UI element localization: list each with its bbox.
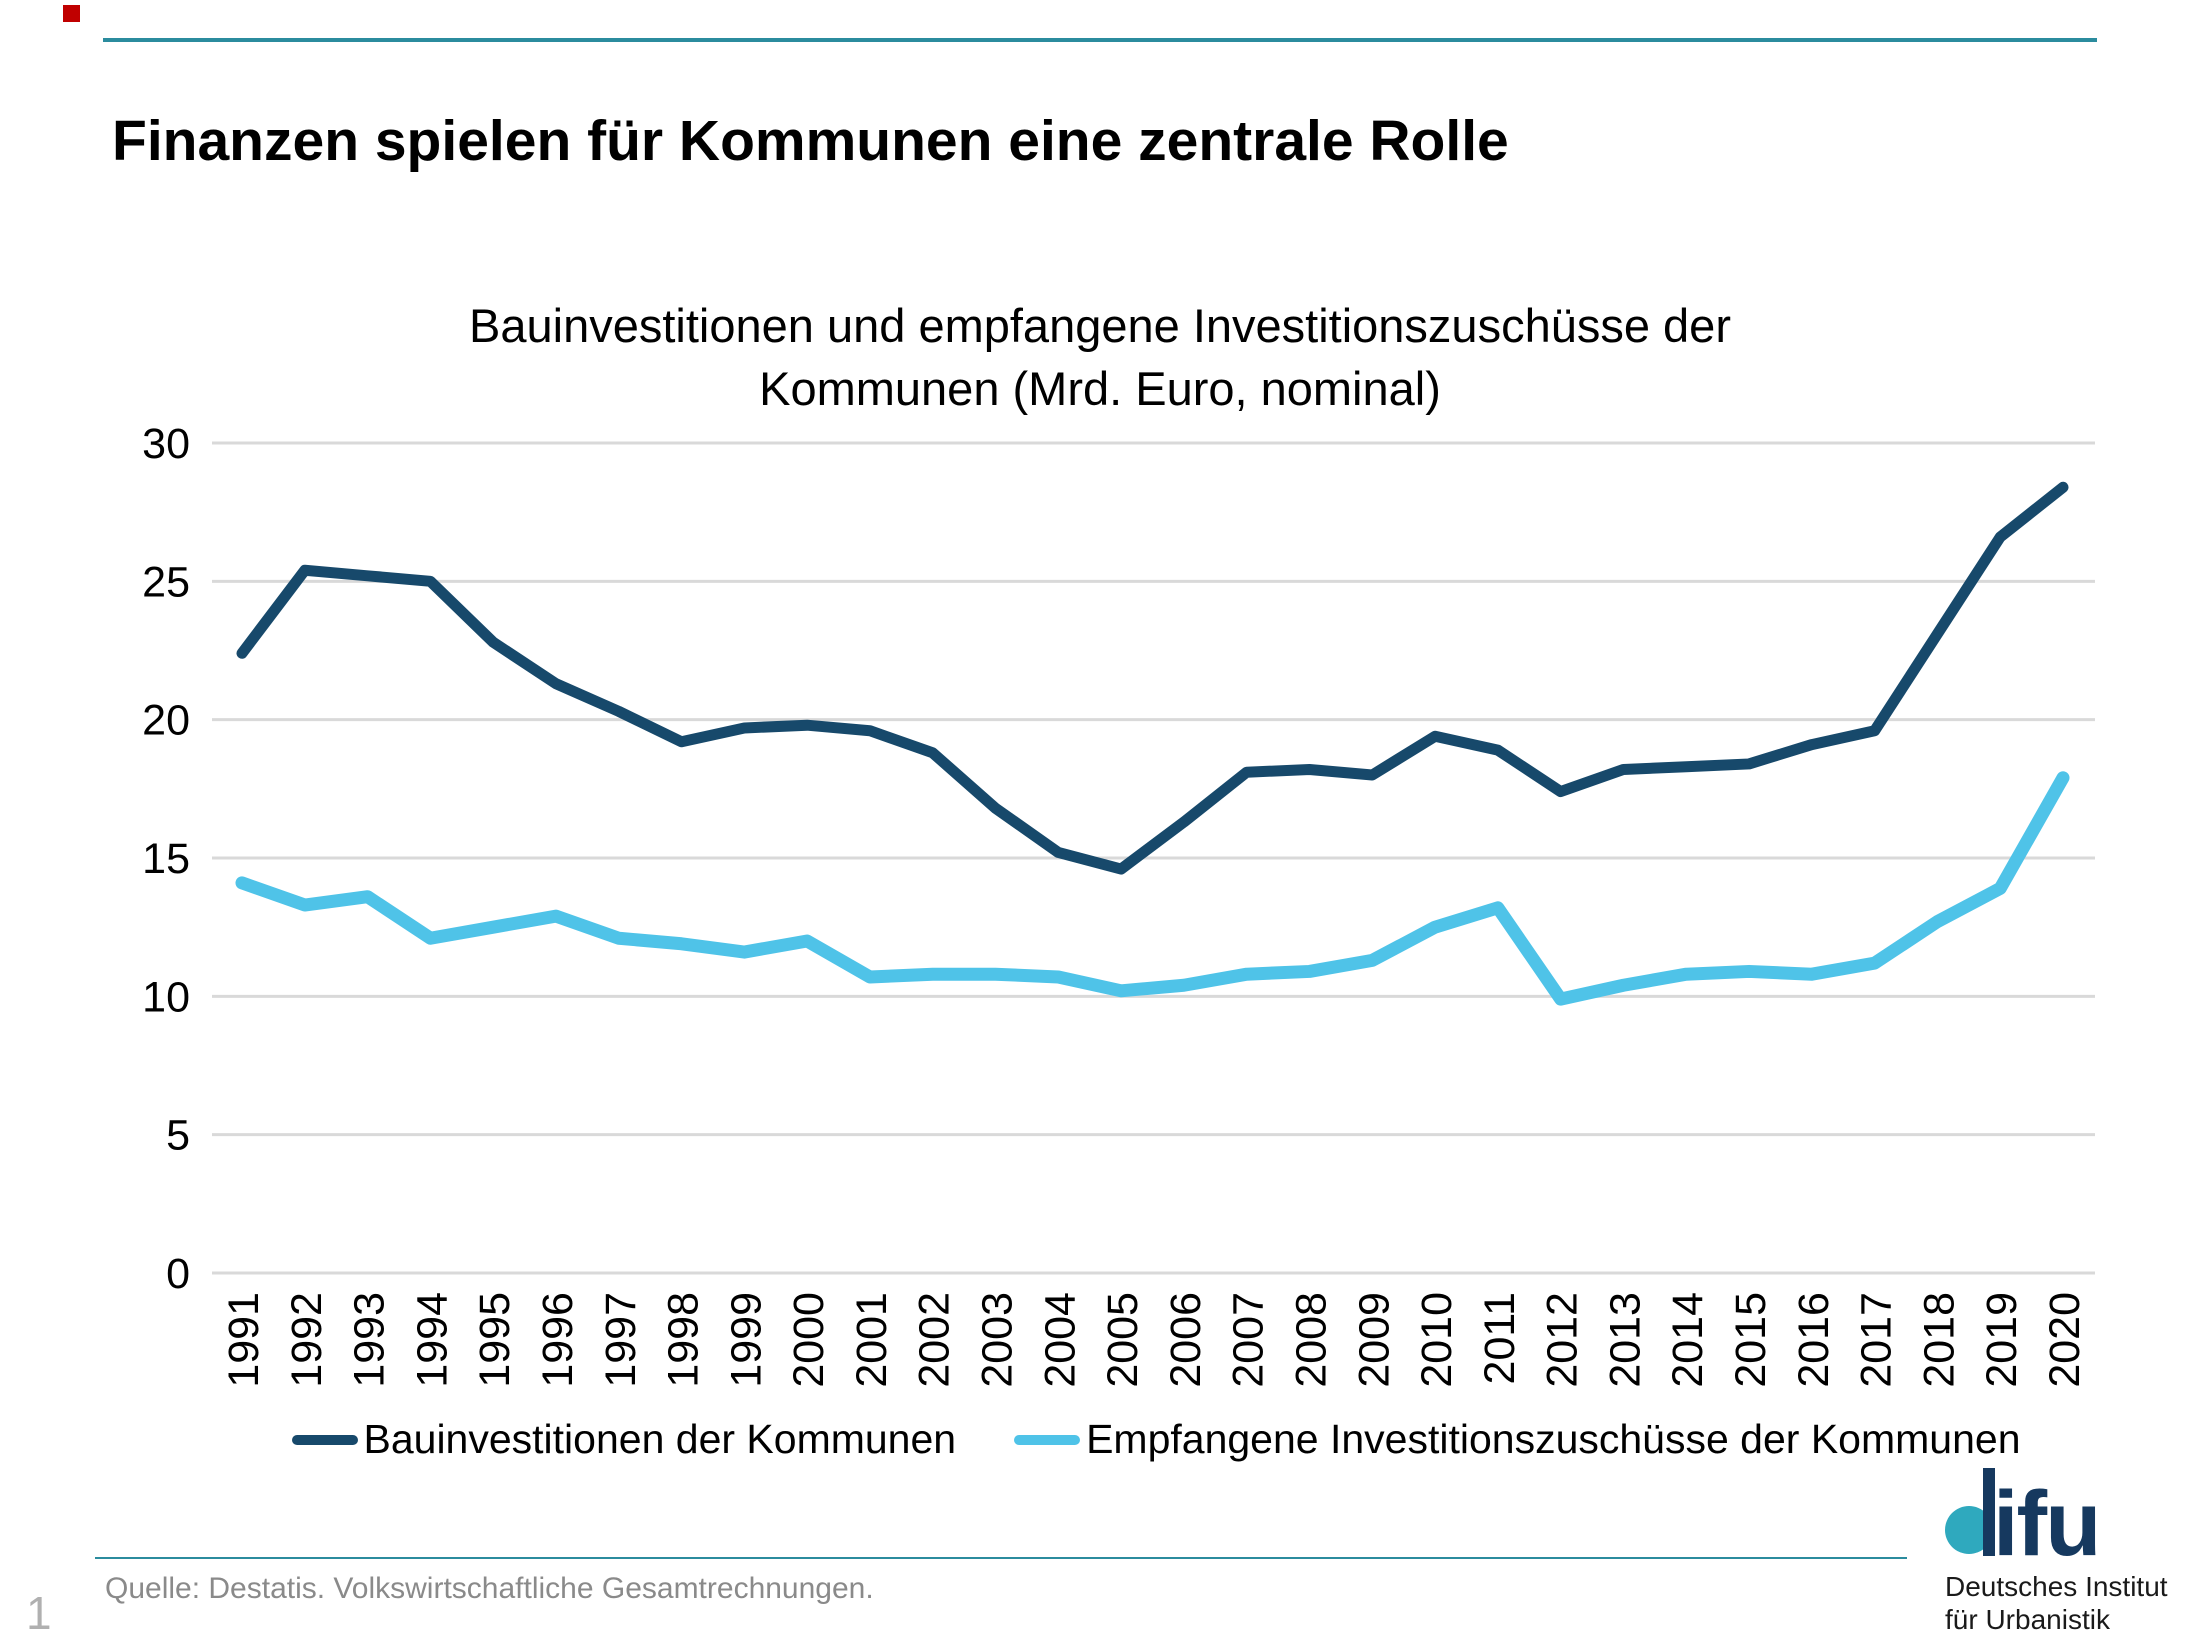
x-axis-tick-label: 2020 <box>2041 1292 2089 1388</box>
bottom-divider-rule <box>95 1557 1907 1559</box>
x-axis-tick-label: 1999 <box>722 1292 770 1388</box>
logo-institute-line2: für Urbanistik <box>1945 1604 2110 1636</box>
x-axis-tick-label: 2000 <box>785 1292 833 1388</box>
difu-wordmark: ifu <box>1945 1468 2185 1575</box>
x-axis-tick-label: 2014 <box>1664 1292 1712 1388</box>
x-axis-tick-label: 1994 <box>408 1292 456 1388</box>
series-line-2 <box>235 771 2070 1006</box>
source-note: Quelle: Destatis. Volkswirtschaftliche G… <box>105 1572 874 1605</box>
chart-legend: Bauinvestitionen der Kommunen Empfangene … <box>212 1416 2100 1463</box>
legend-item: Bauinvestitionen der Kommunen <box>291 1416 957 1463</box>
x-axis-tick-label: 2007 <box>1225 1292 1273 1388</box>
chart-title: Bauinvestitionen und empfangene Investit… <box>469 299 1731 415</box>
x-axis-tick-label: 1998 <box>660 1292 708 1388</box>
x-axis-tick-label: 1993 <box>346 1292 394 1388</box>
page-number: 1 <box>26 1587 52 1639</box>
legend-label: Empfangene Investitionszuschüsse der Kom… <box>1086 1416 2021 1462</box>
x-axis-tick-label: 2009 <box>1350 1292 1398 1388</box>
page-title: Finanzen spielen für Kommunen eine zentr… <box>112 109 1509 173</box>
legend-label: Bauinvestitionen der Kommunen <box>363 1416 957 1462</box>
difu-logo: ifu Deutsches Institut für Urbanistik <box>1945 1468 2185 1636</box>
y-axis-tick-label: 20 <box>142 697 190 745</box>
x-axis-tick-label: 1996 <box>534 1292 582 1388</box>
x-axis-tick-label: 1992 <box>283 1292 331 1388</box>
x-axis-tick-label: 2016 <box>1790 1292 1838 1388</box>
logo-institute-line1: Deutsches Institut <box>1945 1571 2168 1602</box>
x-axis-tick-label: 2010 <box>1413 1292 1461 1388</box>
top-divider-rule <box>103 38 2097 42</box>
x-axis-tick-label: 2011 <box>1476 1292 1524 1384</box>
x-axis-tick-label: 2013 <box>1601 1292 1649 1388</box>
x-axis-tick-label: 1997 <box>597 1292 645 1388</box>
y-axis-tick-label: 10 <box>142 973 190 1021</box>
x-axis-tick-label: 2005 <box>1099 1292 1147 1388</box>
y-axis-tick-label: 25 <box>142 558 190 606</box>
x-axis-tick-label: 2002 <box>911 1292 959 1388</box>
x-axis-tick-label: 2015 <box>1727 1292 1775 1388</box>
y-axis-tick-label: 0 <box>166 1250 190 1298</box>
template-accent-square <box>63 5 80 22</box>
x-axis-tick-label: 2008 <box>1287 1292 1335 1388</box>
x-axis-tick-label: 2003 <box>974 1292 1022 1388</box>
x-axis-tick-label: 2018 <box>1915 1292 1963 1388</box>
y-axis-tick-label: 30 <box>142 420 190 468</box>
x-axis-tick-label: 2012 <box>1539 1292 1587 1388</box>
x-axis-tick-label: 2006 <box>1162 1292 1210 1388</box>
y-axis-tick-label: 5 <box>166 1112 190 1160</box>
difu-logo-d-stem <box>1983 1468 1995 1556</box>
difu-logo-letters: ifu <box>1993 1473 2101 1575</box>
y-axis-tick-label: 15 <box>142 835 190 883</box>
x-axis-tick-label: 2004 <box>1036 1292 1084 1388</box>
x-axis-tick-label: 1995 <box>471 1292 519 1388</box>
legend-swatch-icon <box>291 1434 358 1445</box>
x-axis-tick-label: 2019 <box>1978 1292 2026 1388</box>
x-axis-tick-label: 2017 <box>1853 1292 1901 1388</box>
series-line-1 <box>236 481 2069 875</box>
legend-item: Empfangene Investitionszuschüsse der Kom… <box>1014 1416 2021 1463</box>
x-axis-tick-label: 2001 <box>848 1292 896 1388</box>
x-axis-tick-label: 1991 <box>220 1292 268 1388</box>
legend-swatch-icon <box>1014 1434 1081 1445</box>
